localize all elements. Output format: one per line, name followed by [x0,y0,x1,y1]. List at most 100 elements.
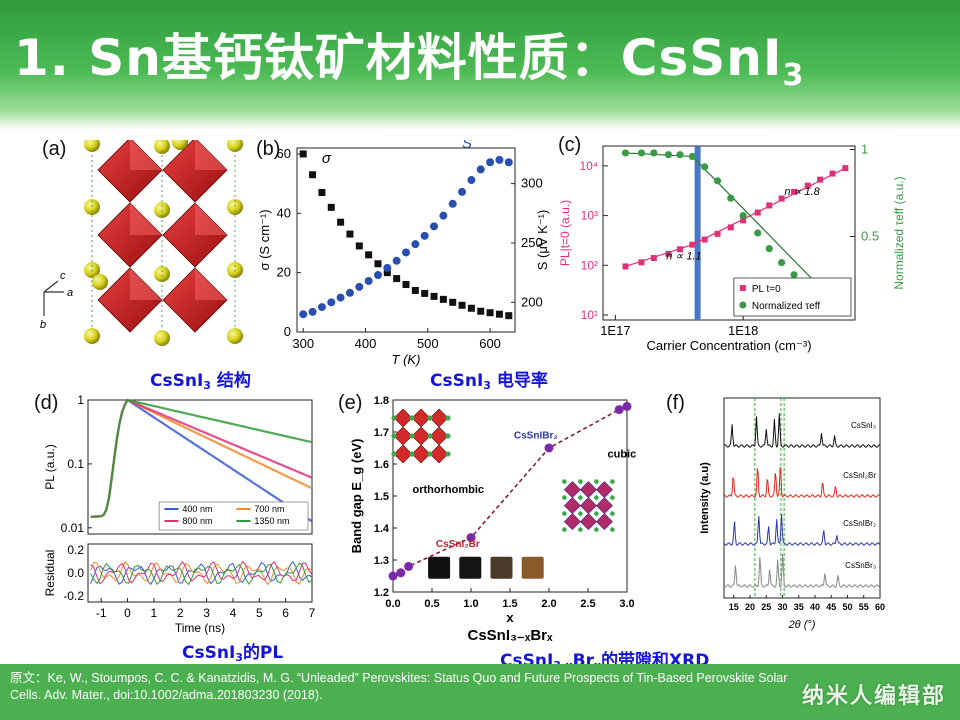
pl-point [676,246,683,253]
y-tick-label: 0 [284,324,291,339]
tau-point [688,152,696,161]
tau-point [637,149,646,157]
pl-point [791,188,798,195]
chart-carrier-concentration: 1E17 1E18 10¹ 10² 10³ 10⁴ 0.5 1 Carrier Concentr… [558,141,906,353]
sigma-point [374,260,382,268]
panel-a-label: (a) [42,138,67,160]
title-banner: 1. Sn基钙钛矿材料性质：CsSnI3 [0,0,960,130]
x-tick-label: 0.0 [385,598,400,610]
cs-atom [227,140,243,152]
y-axis-label: Band gap E_g (eV) [349,439,364,554]
cs-atom [84,328,100,344]
series-label-s: S [462,140,472,152]
x-tick-label: 30 [777,602,787,612]
residual-curve [90,562,313,586]
tau-point [664,151,673,159]
sigma-point [346,230,354,238]
sample-photo [428,556,451,579]
panel-b-label: (b) [256,138,281,160]
pl-point [727,224,734,231]
sigma-point [309,171,317,179]
seebeck-point [327,298,336,307]
seebeck-point [383,263,392,272]
sigma-point [402,281,410,289]
chart-pl-decay: -1 0 1 2 3 4 5 6 7 0.01 0.1 1 0.2 0.0 -0.2 Time (ns) PL … [43,393,316,635]
cs-atom [154,140,170,154]
residual-axis-label: Residual [43,550,57,597]
chart-band-gap: 0.0 0.5 1.0 1.5 2.0 2.5 3.0 1.2 1.3 1.4 1.5 1.6 1.7 1… [349,395,636,644]
pl-point [842,165,849,172]
y-tick-label: 0.1 [67,457,84,471]
seebeck-point [317,303,326,312]
sigma-point [486,309,494,317]
xrd-pattern [723,513,881,546]
legend-label: 1350 nm [254,516,289,526]
legend-label-pl: PL t=0 [752,284,781,295]
y-tick-label: 40 [277,205,291,220]
y2-axis-label: S (μV K⁻¹) [535,210,550,271]
sigma-point [495,310,503,318]
sample-photo [521,556,544,579]
x-tick-label: 0 [124,606,131,620]
x-tick-label: 1E17 [600,323,630,338]
x-axis-label: 2θ (°) [788,619,816,631]
y-tick-label: 1.3 [374,555,389,567]
pl-point [804,182,811,189]
seebeck-point [373,271,382,280]
x-tick-label: 300 [292,336,314,351]
x-tick-label: 1E18 [728,323,758,338]
seebeck-point [392,256,401,265]
x-tick-label: 600 [479,336,501,351]
cs-atom [227,328,243,344]
bandgap-point [388,571,398,581]
tau-point [650,149,658,157]
x-tick-label: 4 [230,606,237,620]
slide-title: 1. Sn基钙钛矿材料性质：CsSnI3 [14,29,805,93]
x-tick-label: 2.5 [580,598,595,610]
sigma-point [299,150,307,158]
sample-photo [459,556,482,579]
legend-label: 400 nm [182,504,212,514]
tau-point [778,258,786,267]
pl-point [740,217,747,224]
xrd-pattern-label: CsSnBr₃ [845,561,876,570]
tau-point [621,149,630,157]
pl-point [714,230,721,237]
cs-atom [84,140,100,152]
x-tick-label: 3 [203,606,210,620]
x-tick-label: 500 [417,336,439,351]
y-tick-label: 1 [77,393,84,407]
y2-tick-label: 1 [861,141,868,156]
axis-b-label: b [40,319,46,331]
seebeck-point [495,155,504,164]
y2-tick-label: 200 [521,294,543,309]
annotation-orthorhombic: orthorhombic [413,484,485,496]
sigma-point [393,275,401,283]
y2-axis-label: Normalized τeff (a.u.) [892,176,906,289]
pl-point [766,202,773,209]
chart-xrd: 15 20 25 30 35 40 45 50 55 60 2θ (°) Intensity (a.u… [699,397,885,631]
brand-logo: 纳米人编辑部 [801,684,946,709]
x-axis-label: T (K) [392,352,421,367]
sigma-point [505,312,513,320]
caption-conductivity: CsSnI3 电导率 [430,371,548,392]
residual-tick-label: -0.2 [63,589,84,603]
seebeck-point [439,211,448,220]
legend-label: 700 nm [254,504,284,514]
sigma-point [383,269,391,277]
chart-conductivity: 300 400 500 600 0 20 40 60 200 250 300 T (K) σ (S cm… [257,140,550,367]
x-tick-label: 7 [309,606,316,620]
seebeck-point [364,276,373,285]
cubic-structure [562,479,615,532]
bandgap-point [396,568,406,578]
sigma-point [411,286,419,294]
sigma-point [337,218,345,226]
y-tick-label: 60 [277,146,291,161]
x-tick-label: 2.0 [541,598,556,610]
plot-frame [296,147,516,333]
sigma-point [439,295,447,303]
xrd-pattern [723,466,881,498]
threshold-marker [694,146,701,320]
y-tick-label: 1.8 [374,395,389,407]
panel-d-label: (d) [34,392,59,414]
